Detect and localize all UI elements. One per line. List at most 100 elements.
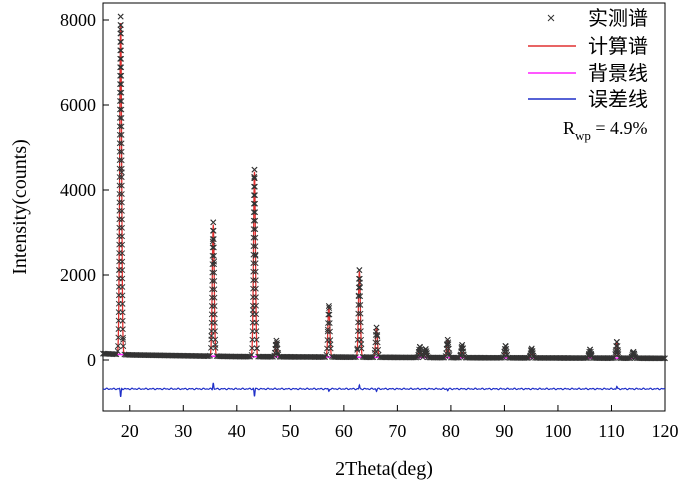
observed-peak-point	[502, 342, 509, 349]
observed-peak-point	[116, 98, 123, 104]
observed-peak-point	[118, 115, 125, 121]
observed-peak-point	[118, 140, 125, 147]
observed-point	[354, 346, 361, 353]
y-axis-label: Intensity(counts)	[9, 139, 31, 275]
observed-peak-point	[253, 336, 260, 343]
x-tick-label: 50	[281, 421, 299, 441]
observed-point	[522, 354, 529, 361]
observed-peak-point	[117, 89, 123, 96]
observed-point	[369, 354, 375, 361]
observed-peak-point	[630, 348, 637, 355]
observed-point	[660, 355, 667, 362]
x-tick-label: 90	[495, 421, 513, 441]
observed-peak-point	[422, 346, 429, 352]
y-tick-label: 6000	[60, 95, 96, 115]
observed-peak-point	[118, 165, 125, 172]
observed-peak-point	[373, 324, 380, 331]
observed-peak-point	[357, 328, 364, 335]
observed-peak-point	[252, 234, 259, 241]
observed-peak-point	[117, 55, 124, 62]
observed-peak-point	[355, 310, 362, 317]
observed-peak-point	[208, 344, 214, 351]
observed-peak-point	[251, 183, 258, 190]
observed-peak-point	[211, 311, 218, 318]
observed-peak-point	[119, 292, 126, 299]
observed-peak-point	[115, 334, 122, 341]
observed-peak-point	[119, 250, 126, 257]
observed-peak-point	[212, 344, 219, 351]
observed-peak-point	[374, 339, 381, 346]
observed-peak-point	[118, 191, 125, 197]
observed-peak-point	[250, 268, 257, 275]
observed-peak-point	[117, 22, 124, 29]
observed-peak-point	[211, 294, 218, 301]
y-tick-label: 8000	[60, 10, 96, 30]
observed-peak-point	[119, 317, 126, 324]
x-tick-label: 100	[544, 421, 571, 441]
observed-peak-point	[115, 342, 121, 349]
observed-peak-point	[357, 319, 364, 326]
legend-label: 背景线	[588, 61, 648, 85]
observed-peak-point	[118, 131, 125, 138]
observed-peak-point	[357, 301, 364, 308]
observed-peak-point	[251, 166, 258, 173]
observed-peak-point	[444, 336, 451, 343]
observed-peak-point	[119, 309, 126, 316]
observed-peak-point	[355, 275, 362, 282]
observed-peak-point	[209, 244, 216, 251]
series-difference-line	[102, 382, 666, 397]
observed-peak-point	[252, 285, 259, 292]
observed-peak-point	[209, 261, 216, 268]
observed-peak-point	[253, 302, 259, 309]
observed-peak-point	[273, 337, 280, 344]
observed-peak-point	[249, 336, 256, 343]
series-layer	[100, 13, 668, 397]
observed-peak-point	[116, 165, 123, 172]
legend-label: 误差线	[588, 87, 648, 111]
observed-peak-point	[118, 47, 125, 54]
observed-peak-point	[250, 192, 257, 199]
observed-peak-point	[119, 258, 126, 265]
observed-peak-point	[629, 350, 636, 357]
observed-peak-point	[119, 275, 126, 282]
observed-peak-point	[117, 81, 123, 88]
observed-peak-point	[118, 64, 125, 71]
observed-peak-point	[209, 236, 216, 243]
observed-peak-point	[459, 341, 466, 348]
observed-point	[438, 354, 445, 361]
observed-point	[659, 355, 666, 362]
observed-peak-point	[250, 234, 257, 241]
observed-peak-point	[250, 217, 257, 224]
observed-peak-point	[116, 216, 123, 223]
observed-peak-point	[116, 140, 123, 147]
observed-peak-point	[115, 326, 122, 332]
observed-peak-point	[252, 294, 259, 301]
observed-peak-point	[253, 328, 260, 335]
observed-peak-point	[209, 294, 215, 301]
observed-peak-point	[119, 284, 126, 290]
observed-peak-point	[117, 38, 124, 45]
observed-peak-point	[209, 269, 216, 276]
observed-peak-point	[116, 106, 123, 113]
legend-marker-observed	[547, 14, 555, 22]
observed-peak-point	[631, 350, 638, 357]
observed-peak-point	[119, 267, 126, 274]
observed-peak-point	[250, 277, 257, 284]
observed-peak-point	[249, 345, 256, 352]
rwp-value: = 4.9%	[591, 118, 648, 138]
observed-point	[245, 353, 252, 360]
observed-peak-point	[252, 226, 259, 233]
observed-point	[609, 355, 616, 362]
observed-peak-point	[327, 345, 334, 352]
rwp-base: R	[563, 118, 575, 138]
observed-peak-point	[119, 216, 125, 223]
observed-peak-point	[325, 320, 331, 327]
observed-peak-point	[587, 346, 594, 353]
series-calculated-line	[102, 22, 665, 359]
observed-peak-point	[252, 268, 259, 275]
observed-peak-point	[120, 343, 127, 350]
observed-peak-point	[250, 285, 257, 292]
observed-peak-point	[250, 200, 257, 207]
observed-peak-point	[118, 106, 125, 113]
